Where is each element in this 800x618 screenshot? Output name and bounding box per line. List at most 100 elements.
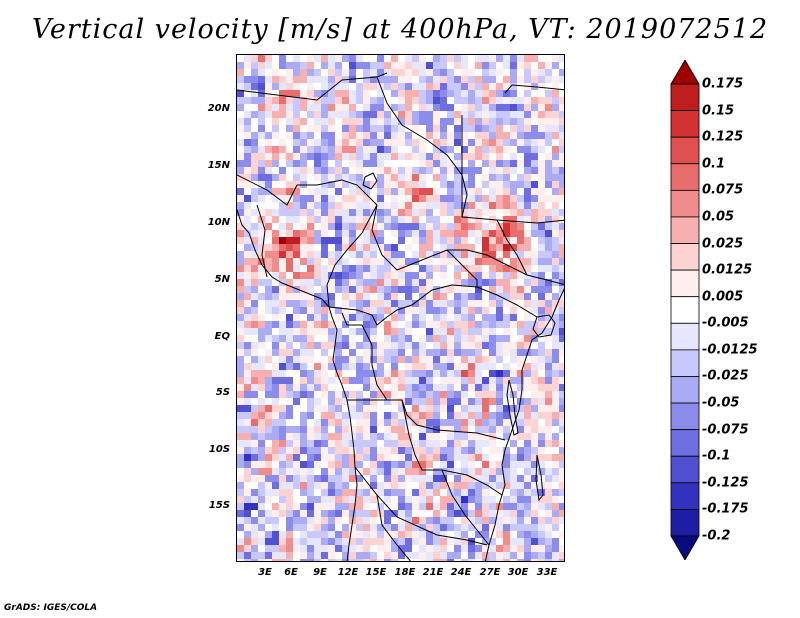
velocity-cell (391, 83, 399, 91)
velocity-cell (265, 265, 273, 273)
velocity-cell (538, 559, 546, 561)
velocity-cell (517, 97, 525, 105)
velocity-cell (328, 559, 336, 561)
velocity-cell (286, 405, 294, 413)
velocity-cell (510, 342, 518, 350)
velocity-cell (503, 461, 511, 469)
velocity-cell (300, 419, 308, 427)
velocity-cell (426, 55, 434, 63)
velocity-cell (440, 314, 448, 322)
velocity-cell (377, 510, 385, 518)
velocity-cell (524, 258, 532, 266)
velocity-cell (314, 524, 322, 532)
velocity-cell (265, 356, 273, 364)
velocity-cell (244, 552, 252, 560)
velocity-cell (419, 125, 427, 133)
velocity-cell (349, 83, 357, 91)
velocity-cell (440, 69, 448, 77)
velocity-cell (405, 216, 413, 224)
velocity-cell (293, 356, 301, 364)
velocity-cell (447, 237, 455, 245)
velocity-cell (447, 440, 455, 448)
velocity-cell (314, 272, 322, 280)
velocity-cell (384, 538, 392, 546)
velocity-cell (412, 370, 420, 378)
velocity-cell (398, 426, 406, 434)
velocity-cell (279, 384, 287, 392)
velocity-cell (482, 489, 490, 497)
velocity-cell (489, 496, 497, 504)
velocity-cell (300, 475, 308, 483)
velocity-cell (237, 104, 245, 112)
velocity-cell (293, 412, 301, 420)
velocity-cell (503, 111, 511, 119)
velocity-cell (272, 293, 280, 301)
velocity-cell (335, 209, 343, 217)
velocity-cell (524, 496, 532, 504)
velocity-cell (559, 419, 564, 427)
velocity-cell (349, 195, 357, 203)
velocity-cell (398, 482, 406, 490)
velocity-cell (461, 377, 469, 385)
velocity-cell (454, 321, 462, 329)
velocity-cell (286, 300, 294, 308)
velocity-cell (328, 370, 336, 378)
velocity-cell (258, 111, 266, 119)
velocity-cell (461, 300, 469, 308)
velocity-cell (307, 440, 315, 448)
velocity-cell (447, 167, 455, 175)
velocity-cell (258, 300, 266, 308)
velocity-cell (475, 517, 483, 525)
velocity-cell (307, 272, 315, 280)
velocity-cell (363, 188, 371, 196)
velocity-cell (419, 517, 427, 525)
velocity-cell (510, 237, 518, 245)
velocity-cell (531, 62, 539, 70)
velocity-cell (531, 104, 539, 112)
velocity-cell (335, 97, 343, 105)
velocity-cell (265, 97, 273, 105)
velocity-cell (503, 363, 511, 371)
velocity-cell (356, 559, 364, 561)
velocity-cell (307, 160, 315, 168)
velocity-cell (384, 62, 392, 70)
velocity-cell (510, 531, 518, 539)
velocity-cell (314, 139, 322, 147)
velocity-cell (433, 496, 441, 504)
velocity-cell (398, 384, 406, 392)
velocity-cell (405, 314, 413, 322)
velocity-cell (440, 125, 448, 133)
velocity-cell (412, 153, 420, 161)
velocity-cell (412, 237, 420, 245)
velocity-cell (496, 391, 504, 399)
velocity-cell (328, 258, 336, 266)
velocity-cell (363, 55, 371, 63)
velocity-cell (286, 349, 294, 357)
velocity-cell (321, 475, 329, 483)
velocity-cell (314, 279, 322, 287)
velocity-cell (517, 307, 525, 315)
velocity-cell (391, 300, 399, 308)
velocity-cell (517, 167, 525, 175)
velocity-cell (265, 482, 273, 490)
velocity-cell (440, 76, 448, 84)
velocity-cell (559, 531, 564, 539)
velocity-cell (426, 90, 434, 98)
velocity-cell (496, 517, 504, 525)
velocity-cell (552, 482, 560, 490)
velocity-cell (265, 118, 273, 126)
velocity-cell (335, 398, 343, 406)
velocity-cell (237, 167, 245, 175)
velocity-cell (517, 160, 525, 168)
velocity-cell (398, 461, 406, 469)
velocity-cell (328, 265, 336, 273)
velocity-cell (391, 356, 399, 364)
velocity-cell (314, 265, 322, 273)
velocity-cell (524, 293, 532, 301)
velocity-cell (293, 419, 301, 427)
velocity-cell (517, 195, 525, 203)
velocity-cell (321, 265, 329, 273)
velocity-cell (321, 279, 329, 287)
velocity-cell (559, 160, 564, 168)
velocity-cell (496, 118, 504, 126)
